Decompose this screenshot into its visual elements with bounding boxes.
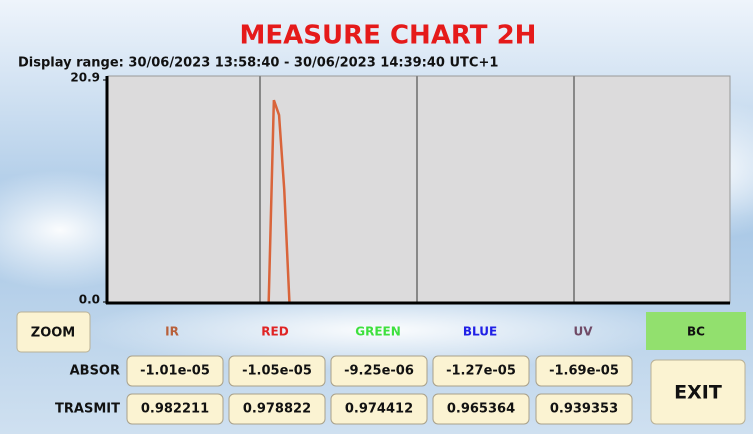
value-box <box>432 393 530 425</box>
value: -1.01e-05 <box>140 364 210 379</box>
channel-label: UV <box>573 325 593 339</box>
row-label: TRASMIT <box>55 402 120 417</box>
channel-label: BLUE <box>463 325 497 339</box>
channel-label: GREEN <box>355 325 401 339</box>
title: MEASURE CHART 2H <box>240 21 537 51</box>
value: -9.25e-06 <box>344 364 414 379</box>
data-line <box>267 99 291 303</box>
y-tick-label: 0.0 <box>79 293 100 307</box>
channel-label: RED <box>261 325 288 339</box>
row-label: ABSOR <box>70 364 120 379</box>
channel-label: IR <box>165 325 179 339</box>
value-box <box>330 393 428 425</box>
value-box <box>126 393 224 425</box>
bc-highlight <box>646 312 746 350</box>
vertical-grid <box>259 76 575 303</box>
ui: IR RED GREEN BLUE UV BC ABSOR -1.01e-05 -1.05e-0… <box>55 325 705 425</box>
value: 0.965364 <box>447 402 515 417</box>
cloud <box>80 290 680 370</box>
plot-area <box>107 75 731 304</box>
value: -1.05e-05 <box>242 364 312 379</box>
zoom-button[interactable] <box>16 311 91 353</box>
exit-label[interactable]: EXIT <box>674 382 722 404</box>
display-range: Display range: 30/06/2023 13:58:40 - 30/… <box>18 56 498 71</box>
value: -1.69e-05 <box>549 364 619 379</box>
value: 0.939353 <box>550 402 618 417</box>
y-tick-label: 20.9 <box>70 71 100 85</box>
value-box <box>432 355 530 387</box>
value: 0.974412 <box>345 402 413 417</box>
channel-label: BC <box>687 325 705 339</box>
value-box <box>126 355 224 387</box>
value-box <box>535 393 633 425</box>
value: 0.978822 <box>243 402 311 417</box>
value: -1.27e-05 <box>446 364 516 379</box>
zoom-label[interactable]: ZOOM <box>31 326 75 341</box>
value-box <box>535 355 633 387</box>
value-box <box>228 393 326 425</box>
exit-button[interactable] <box>650 359 746 425</box>
value-box <box>228 355 326 387</box>
value: 0.982211 <box>141 402 209 417</box>
value-box <box>330 355 428 387</box>
